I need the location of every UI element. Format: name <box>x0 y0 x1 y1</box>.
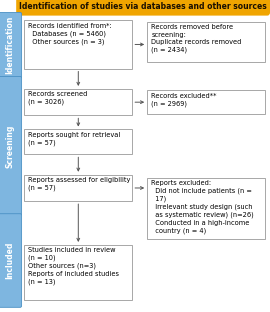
Text: Reports excluded:
  Did not include patients (n =
  17)
  Irrelevant study desig: Reports excluded: Did not include patien… <box>151 180 254 234</box>
FancyBboxPatch shape <box>147 178 265 239</box>
FancyBboxPatch shape <box>147 22 265 62</box>
FancyBboxPatch shape <box>24 245 132 300</box>
FancyBboxPatch shape <box>147 90 265 114</box>
FancyBboxPatch shape <box>0 12 22 78</box>
FancyBboxPatch shape <box>0 76 22 215</box>
FancyBboxPatch shape <box>16 0 270 16</box>
Text: Identification: Identification <box>6 16 15 75</box>
FancyBboxPatch shape <box>24 89 132 115</box>
Text: Screening: Screening <box>6 124 15 168</box>
Text: Reports assessed for eligibility
(n = 57): Reports assessed for eligibility (n = 57… <box>28 177 131 191</box>
Text: Included: Included <box>6 242 15 279</box>
FancyBboxPatch shape <box>24 175 132 201</box>
Text: Records removed before
screening:
Duplicate records removed
(n = 2434): Records removed before screening: Duplic… <box>151 24 242 53</box>
Text: Identification of studies via databases and other sources: Identification of studies via databases … <box>19 2 267 11</box>
Text: Records screened
(n = 3026): Records screened (n = 3026) <box>28 91 88 105</box>
Text: Records identified from*:
  Databases (n = 5460)
  Other sources (n = 3): Records identified from*: Databases (n =… <box>28 23 112 45</box>
Text: Studies included in review
(n = 10)
Other sources (n=3)
Reports of included stud: Studies included in review (n = 10) Othe… <box>28 247 119 285</box>
Text: Reports sought for retrieval
(n = 57): Reports sought for retrieval (n = 57) <box>28 132 121 146</box>
Text: Records excluded**
(n = 2969): Records excluded** (n = 2969) <box>151 93 217 107</box>
FancyBboxPatch shape <box>24 129 132 154</box>
FancyBboxPatch shape <box>0 214 22 307</box>
FancyBboxPatch shape <box>24 20 132 69</box>
